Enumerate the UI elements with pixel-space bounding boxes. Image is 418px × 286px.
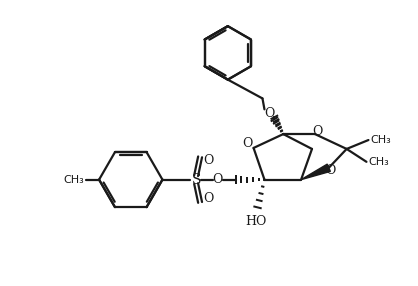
Text: O: O: [242, 138, 253, 150]
Text: O: O: [203, 154, 214, 167]
Text: CH₃: CH₃: [64, 175, 84, 185]
Text: O: O: [213, 173, 223, 186]
Text: CH₃: CH₃: [368, 157, 389, 167]
Text: CH₃: CH₃: [370, 135, 391, 145]
Text: O: O: [203, 192, 214, 205]
Text: O: O: [312, 125, 322, 138]
Polygon shape: [301, 164, 330, 180]
Text: S: S: [191, 173, 201, 187]
Text: O: O: [264, 107, 275, 120]
Text: HO: HO: [245, 215, 266, 228]
Text: O: O: [326, 164, 336, 177]
